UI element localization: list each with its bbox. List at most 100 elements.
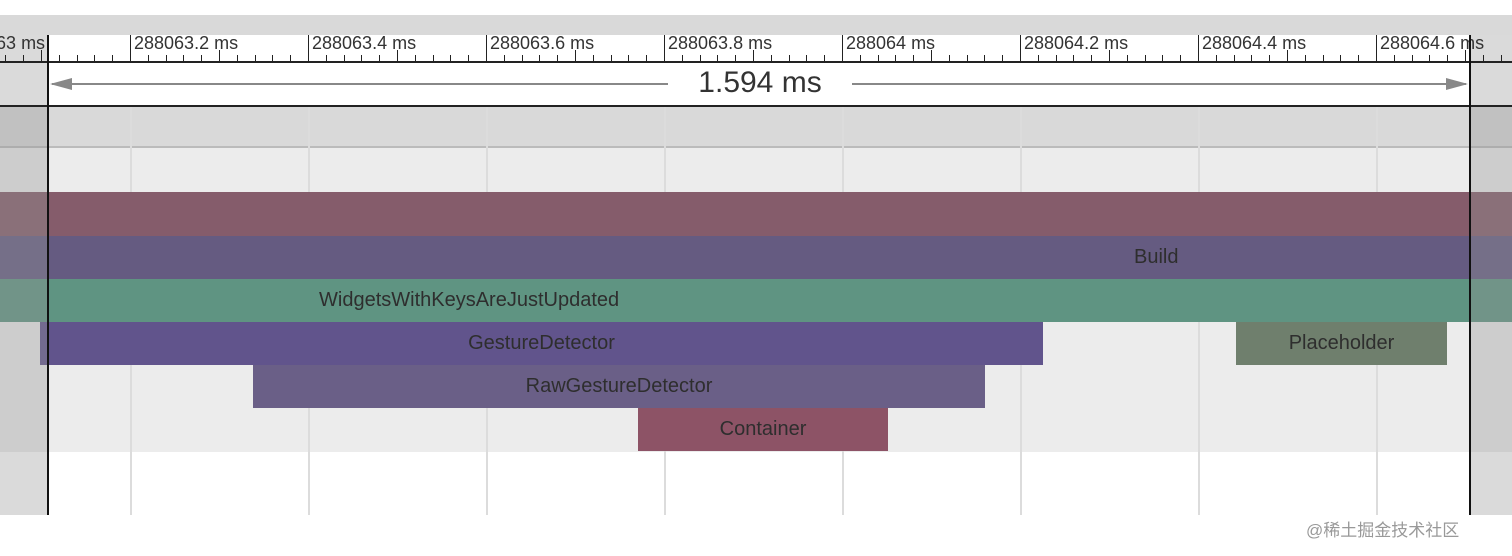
minor-tick <box>1304 55 1306 62</box>
tick-label: 288064.4 ms <box>1202 33 1307 53</box>
minor-tick <box>1037 55 1039 62</box>
minor-tick <box>699 55 701 62</box>
major-tick <box>130 35 131 62</box>
minor-tick <box>503 55 505 62</box>
minor-tick <box>272 55 274 62</box>
slice[interactable]: Build <box>0 236 1512 279</box>
minor-tick <box>1482 55 1484 62</box>
minor-tick <box>450 55 452 62</box>
slice[interactable] <box>0 192 1512 236</box>
minor-tick <box>984 55 986 62</box>
minor-tick <box>1109 50 1110 62</box>
minor-tick <box>1180 55 1182 62</box>
minor-tick <box>646 55 648 62</box>
slice[interactable]: WidgetsWithKeysAreJustUpdated <box>0 279 1512 322</box>
minor-tick <box>1358 55 1360 62</box>
minor-tick <box>877 55 879 62</box>
minor-tick <box>165 55 167 62</box>
slice-label: Placeholder <box>1288 332 1395 354</box>
ruler-line <box>0 105 1512 107</box>
slice-label: GestureDetector <box>468 332 615 354</box>
slice-label: RawGestureDetector <box>525 375 713 397</box>
tick-label: 288063.8 ms <box>668 33 773 53</box>
ruler: 288063 ms 288063.2 ms 288063.4 ms 288063.6 … <box>0 0 1512 62</box>
slice-label: Build <box>1134 246 1179 268</box>
minor-tick <box>219 50 220 62</box>
minor-tick <box>1215 55 1217 62</box>
minor-tick <box>1500 55 1502 62</box>
major-tick <box>664 35 665 62</box>
minor-tick <box>717 55 719 62</box>
tick-label: 288063.4 ms <box>312 33 417 53</box>
minor-tick <box>5 55 7 62</box>
minor-tick <box>948 55 950 62</box>
minor-tick <box>1287 50 1288 62</box>
selection-arrow: 1.594 ms <box>50 66 1468 102</box>
tick-label: 288063 ms <box>0 33 46 53</box>
major-tick <box>308 35 309 62</box>
minor-tick <box>1447 55 1449 62</box>
minor-tick <box>1251 55 1253 62</box>
minor-tick <box>575 50 576 62</box>
top-bar <box>0 15 1512 35</box>
minor-tick <box>1162 55 1164 62</box>
tick-label: 288063.2 ms <box>134 33 239 53</box>
minor-tick <box>592 55 594 62</box>
tick-label: 288064 ms <box>846 33 936 53</box>
minor-tick <box>147 55 149 62</box>
minor-tick <box>913 55 915 62</box>
selection-shade <box>0 35 48 515</box>
minor-tick <box>58 55 60 62</box>
major-tick <box>1020 35 1021 62</box>
minor-tick <box>966 55 968 62</box>
watermark: @稀土掘金技术社区 <box>1306 521 1460 540</box>
slice-label: WidgetsWithKeysAreJustUpdated <box>319 289 620 311</box>
minor-tick <box>1465 50 1466 62</box>
minor-tick <box>1002 55 1004 62</box>
minor-tick <box>539 55 541 62</box>
minor-tick <box>432 55 434 62</box>
minor-tick <box>931 50 932 62</box>
minor-tick <box>681 55 683 62</box>
minor-tick <box>770 55 772 62</box>
minor-tick <box>325 55 327 62</box>
minor-tick <box>735 55 737 62</box>
minor-tick <box>895 55 897 62</box>
selection-shade <box>1471 35 1512 515</box>
minor-tick <box>397 50 398 62</box>
selection-edge[interactable] <box>47 35 49 515</box>
minor-tick <box>290 55 292 62</box>
minor-tick <box>468 55 470 62</box>
slice-label: Container <box>719 418 807 440</box>
minor-tick <box>254 55 256 62</box>
minor-tick <box>1055 55 1057 62</box>
minor-tick <box>379 55 381 62</box>
slice[interactable]: Container <box>638 408 888 451</box>
selection-edge[interactable] <box>1469 35 1471 515</box>
minor-tick <box>859 55 861 62</box>
minor-tick <box>788 55 790 62</box>
minor-tick <box>201 55 203 62</box>
minor-tick <box>1411 55 1413 62</box>
minor-tick <box>1126 55 1128 62</box>
selection-duration: 1.594 ms <box>698 66 821 99</box>
slice[interactable]: RawGestureDetector <box>253 365 985 408</box>
minor-tick <box>1393 55 1395 62</box>
major-tick <box>842 35 843 62</box>
minor-tick <box>414 55 416 62</box>
minor-tick <box>41 50 42 62</box>
slice[interactable]: GestureDetector <box>40 322 1043 365</box>
minor-tick <box>1233 55 1235 62</box>
major-tick <box>1376 35 1377 62</box>
minor-tick <box>1091 55 1093 62</box>
tick-label: 288063.6 ms <box>490 33 595 53</box>
minor-tick <box>824 55 826 62</box>
major-tick <box>1198 35 1199 62</box>
minor-tick <box>361 55 363 62</box>
slice[interactable]: Placeholder <box>1236 322 1447 365</box>
minor-tick <box>628 55 630 62</box>
minor-tick <box>557 55 559 62</box>
minor-tick <box>94 55 96 62</box>
minor-tick <box>753 50 754 62</box>
